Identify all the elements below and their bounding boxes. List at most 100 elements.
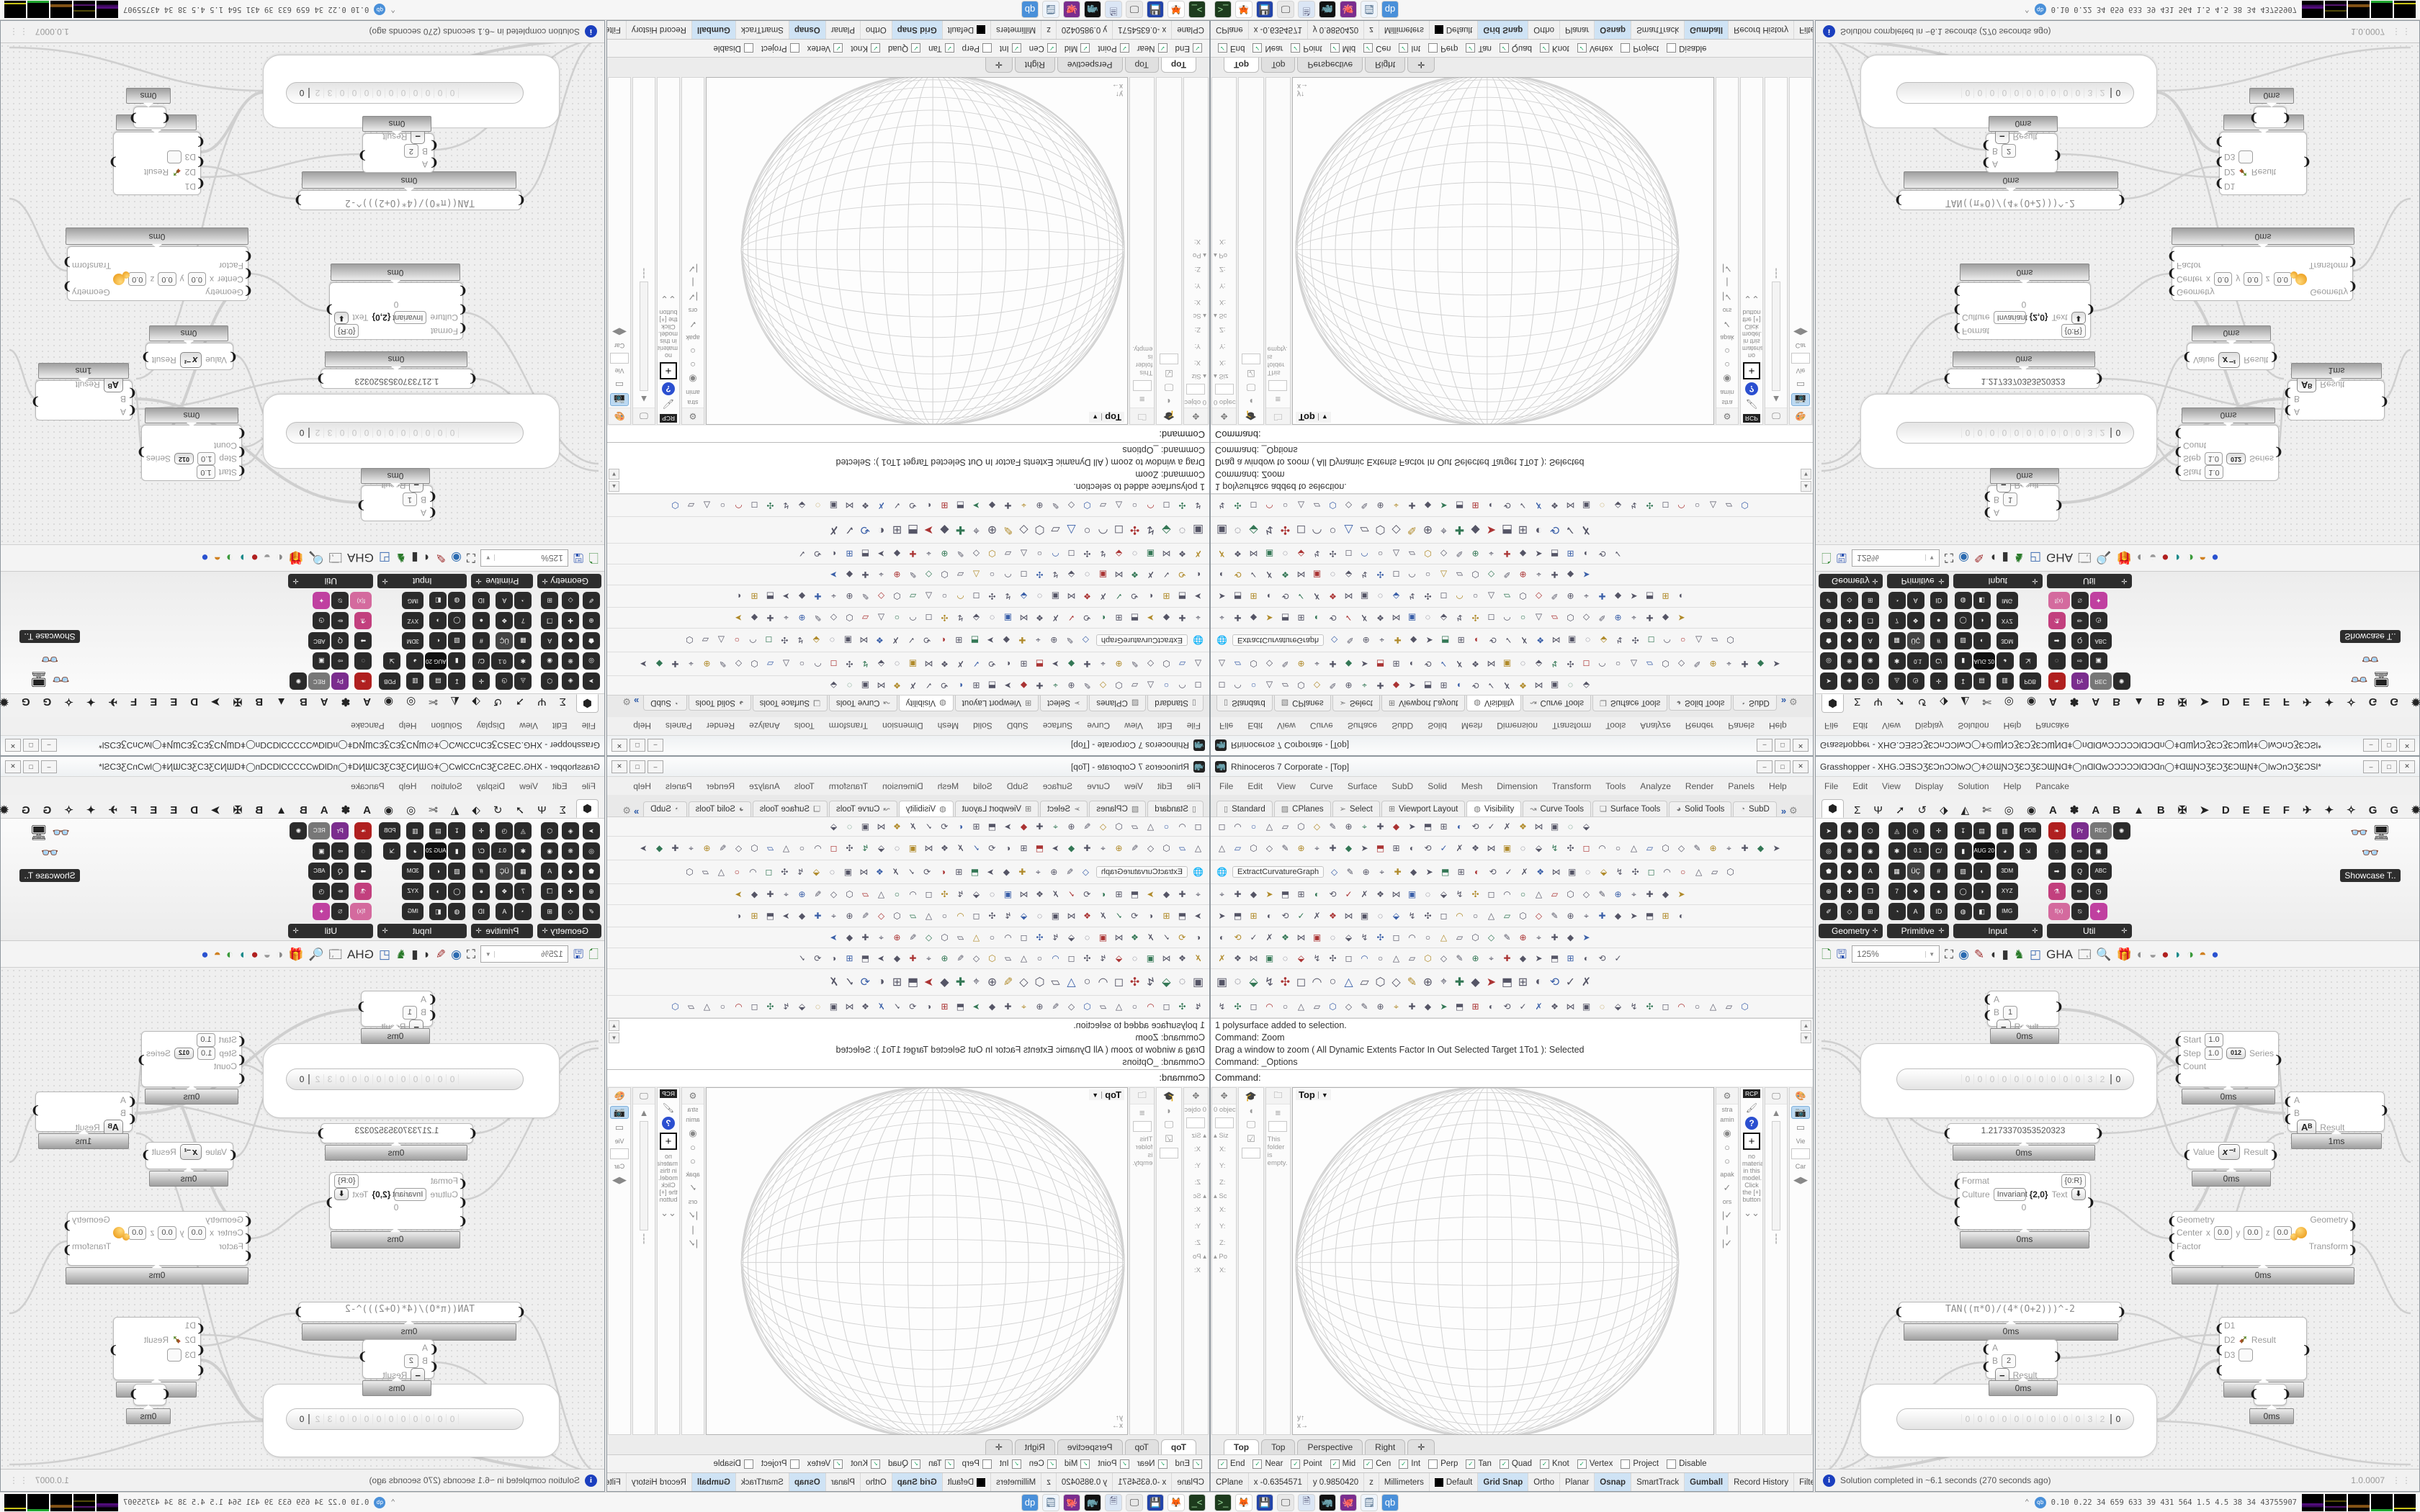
boxedit-dropdown[interactable] (1214, 1117, 1234, 1128)
toolbar-icon[interactable]: △ (1147, 822, 1155, 832)
toolbar-icon[interactable]: ⬡ (1662, 843, 1670, 853)
find-icon[interactable]: 🔍 (2096, 551, 2112, 565)
toolbar-icon[interactable]: ▣ (1567, 635, 1577, 645)
toolbar-icon[interactable]: ➤ (1004, 680, 1012, 690)
toolbar-icon[interactable]: ⬙ (1392, 591, 1400, 601)
gh-component-icon[interactable]: ◔ (1888, 903, 1906, 920)
toolbar-icon[interactable]: ◇ (735, 659, 743, 669)
card-icon[interactable]: ▮ (411, 551, 418, 565)
toolbar-icon[interactable]: ▣ (1216, 976, 1228, 989)
toolbar-icon[interactable]: ⊕ (1519, 932, 1527, 942)
toolbar-icon[interactable]: ⬡ (988, 953, 996, 963)
viewport-tab-top[interactable]: Top (1160, 58, 1196, 73)
tray-collapse-icon[interactable]: ⌃ (390, 1498, 395, 1507)
toolbar-icon[interactable]: ⋈ (1249, 549, 1258, 559)
toolbar-icon[interactable]: ◌ (829, 867, 835, 877)
toolbar-icon[interactable]: ⊞ (1567, 549, 1574, 559)
preview-shaded-icon[interactable]: ● (251, 551, 259, 565)
toolbar-icon[interactable]: ⊞ (1440, 680, 1448, 690)
add-material-button[interactable]: + (660, 362, 677, 379)
materials-panel[interactable]: RCP 🖌 ? + no material in this model. Cli… (657, 1087, 680, 1435)
toolbar-icon[interactable]: ▣ (1003, 889, 1013, 899)
rhino-menu-transform[interactable]: Transform (828, 780, 869, 791)
gh-component-icon[interactable]: ◌ (354, 842, 372, 860)
osnap-int[interactable]: ✓ Int (1399, 43, 1420, 53)
checkbox-icon[interactable] (1621, 1459, 1631, 1469)
gh-component-icon[interactable]: ◷ (496, 672, 514, 690)
toolbar-icon[interactable]: ✎ (1329, 822, 1337, 832)
toolbar-icon[interactable]: ↯ (1408, 591, 1416, 601)
rhino-tab-visibility[interactable]: ◍ Visibility (898, 801, 954, 816)
toolbar-icon[interactable]: ⊞ (1020, 659, 1028, 669)
toolbar-icon[interactable]: △ (1265, 822, 1273, 832)
toolbar-icon[interactable]: ◻ (925, 613, 933, 623)
gh-plugin-tab-15[interactable]: G (2368, 804, 2378, 816)
toolbar-icon[interactable]: ⟲ (1281, 591, 1289, 601)
toolbar-icon[interactable]: ✚ (1741, 843, 1749, 853)
gh-component-icon[interactable]: ✏ (331, 883, 349, 900)
toolbar-icon[interactable]: ◠ (735, 1002, 743, 1012)
glasses-icon-2[interactable]: 👓 (2361, 845, 2380, 861)
rhino-menu-mesh[interactable]: Mesh (1461, 721, 1483, 732)
toolbar-icon[interactable]: ⬡ (1115, 822, 1123, 832)
toolbar-icon[interactable]: △ (703, 500, 711, 510)
gh-component-icon[interactable]: ✛ (472, 672, 490, 690)
toolbar-icon[interactable]: ◆ (1162, 613, 1170, 623)
osnap-point[interactable]: ✓ Point (1098, 1459, 1129, 1469)
gh-component-icon[interactable]: ⍉ (331, 903, 349, 920)
gh-menu-file[interactable]: File (581, 780, 596, 791)
gh-component-icon[interactable]: ÜÇ (1906, 863, 1924, 880)
taskbar-app-scroll[interactable]: 🗎 (1105, 1493, 1122, 1511)
toolbar-icon[interactable]: ◐ (926, 1002, 932, 1012)
toolbar-icon[interactable]: ▱ (1551, 889, 1559, 899)
toolbar-icon[interactable]: ✗ (1503, 680, 1511, 690)
checkbox-icon[interactable]: ✓ (1577, 1459, 1587, 1469)
toolbar-icon[interactable]: ◠ (1408, 570, 1416, 580)
status-planar[interactable]: Planar (1560, 1473, 1595, 1491)
gh-plugin-tab-15[interactable]: G (2368, 696, 2378, 708)
toolbar-icon[interactable]: ◌ (1036, 591, 1043, 601)
toolbar-icon[interactable]: ✚ (955, 976, 966, 989)
toolbar-icon[interactable]: ◇ (1313, 680, 1321, 690)
toolbar-icon[interactable]: ✓ (1162, 932, 1170, 942)
toolbar-icon[interactable]: ❖ (1329, 911, 1337, 921)
rhino-tab-viewport-layout[interactable]: ⊞ Viewport Layout (954, 801, 1039, 816)
toolbar-icon[interactable]: ⬙ (1392, 911, 1400, 921)
status-filter[interactable]: Filter (607, 21, 626, 39)
toolbar-icon[interactable]: ◆ (1614, 911, 1622, 921)
toolbar-icon[interactable]: ❖ (861, 500, 869, 510)
toolbar-icon[interactable]: ◠ (1598, 659, 1606, 669)
gh-component-icon[interactable]: ◈ (1840, 822, 1858, 840)
toolbar-icon[interactable]: ⬡ (1375, 523, 1386, 536)
gh-component-icon[interactable]: ● (1930, 612, 1948, 629)
display-mode-panel[interactable]: 🖵 ▲ ┆ (1765, 77, 1788, 425)
toolbar-icon[interactable]: ✚ (861, 932, 869, 942)
toolbar-icon[interactable]: ⌖ (1536, 570, 1541, 580)
toolbar-icon[interactable]: ⟲ (988, 659, 996, 669)
quality-med-icon[interactable]: ◑ (225, 947, 234, 961)
gh-node-scale[interactable]: ❨ ❨ ❨ ❩ ❩ Geometry Geometry Center x 0.0 y 0.0 z 0… (2167, 246, 2357, 301)
gh-component-icon[interactable]: A (496, 903, 514, 920)
gh-panel-expand-icon[interactable]: ✛ (382, 927, 388, 935)
toolbar-icon[interactable]: ⬙ (1115, 953, 1123, 963)
toolbar-icon[interactable]: ▱ (1408, 953, 1416, 963)
toolbar-icon[interactable]: ❖ (1376, 613, 1384, 623)
toolbar-icon[interactable]: ✎ (1281, 843, 1289, 853)
taskbar-app-floppy-64[interactable]: 💾 (1256, 1, 1273, 19)
taskbar-app-scroll[interactable]: 🗎 (1298, 1493, 1315, 1511)
taskbar-app-screenshot[interactable]: 🖵 (1277, 1493, 1294, 1511)
toolbar-icon[interactable]: ⌖ (1379, 866, 1384, 877)
display-dropdown[interactable] (1160, 354, 1179, 364)
toolbar-icon[interactable]: ✣ (846, 659, 853, 669)
gh-plugin-tab-7[interactable]: ➤ (2200, 696, 2209, 708)
toolbar-icon[interactable]: ✚ (1376, 822, 1384, 832)
gh-component-icon[interactable]: ➤ (1820, 822, 1837, 840)
gh-menu-edit[interactable]: Edit (552, 721, 568, 732)
toolbar-icon[interactable]: ◇ (735, 843, 743, 853)
toolbar-icon[interactable]: ⊕ (1519, 570, 1527, 580)
gh-component-icon[interactable]: ⊕ (1820, 883, 1837, 900)
gear-icon[interactable]: ⚙ (622, 696, 631, 707)
toolbar-icon[interactable]: ⬒ (1645, 591, 1654, 601)
rhino-minimize-button[interactable]: – (1757, 760, 1773, 773)
